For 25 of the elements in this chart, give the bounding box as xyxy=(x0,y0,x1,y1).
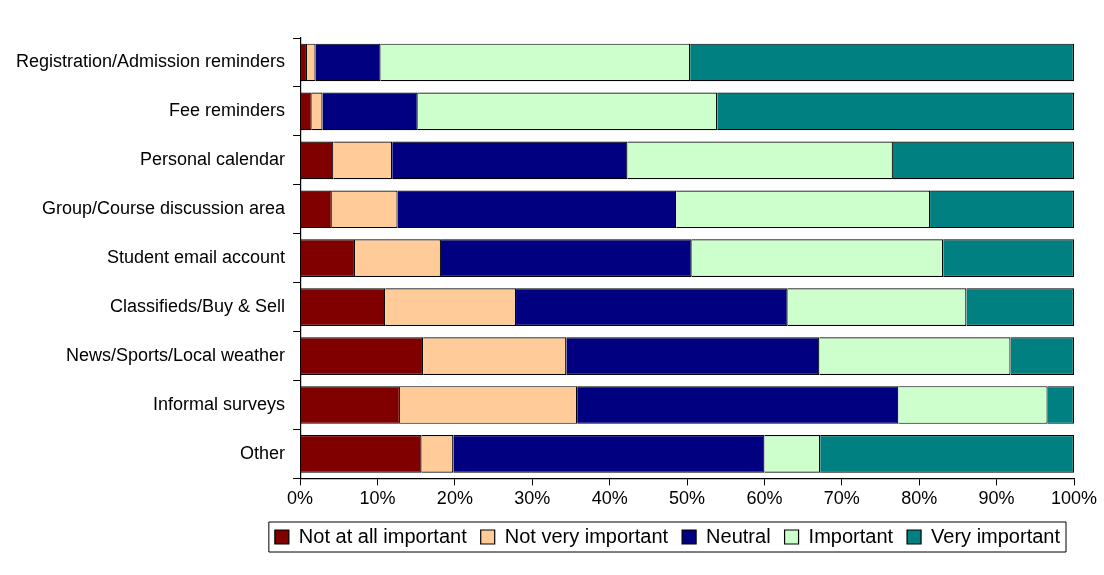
legend-label: Not at all important xyxy=(298,524,468,547)
y-tick-label: Other xyxy=(240,442,286,463)
x-tick-label: 100% xyxy=(1050,488,1098,509)
x-tick-label: 0% xyxy=(287,488,314,509)
y-tick-label: Group/Course discussion area xyxy=(41,198,287,219)
legend-label: Important xyxy=(808,524,894,547)
x-tick-label: 40% xyxy=(591,488,628,509)
y-tick-label: News/Sports/Local weather xyxy=(65,345,286,366)
x-tick-label: 10% xyxy=(359,488,396,509)
legend-label: Very important xyxy=(931,524,1061,547)
y-tick-label: Registration/Admission reminders xyxy=(15,51,286,72)
x-tick-label: 30% xyxy=(514,488,551,509)
legend-label: Neutral xyxy=(706,524,771,547)
x-tick-label: 60% xyxy=(746,488,783,509)
x-tick-label: 80% xyxy=(901,488,938,509)
y-tick-label: Student email account xyxy=(106,247,286,268)
y-tick-label: Fee reminders xyxy=(169,100,286,121)
y-tick-label: Personal calendar xyxy=(140,149,286,170)
x-tick-label: 20% xyxy=(436,488,473,509)
x-tick-label: 50% xyxy=(669,488,706,509)
x-tick-label: 70% xyxy=(823,488,860,509)
x-tick-label: 90% xyxy=(978,488,1015,509)
legend-label: Not very important xyxy=(504,524,669,547)
y-tick-label: Informal surveys xyxy=(153,393,286,414)
y-tick-label: Classifieds/Buy & Sell xyxy=(110,296,286,317)
